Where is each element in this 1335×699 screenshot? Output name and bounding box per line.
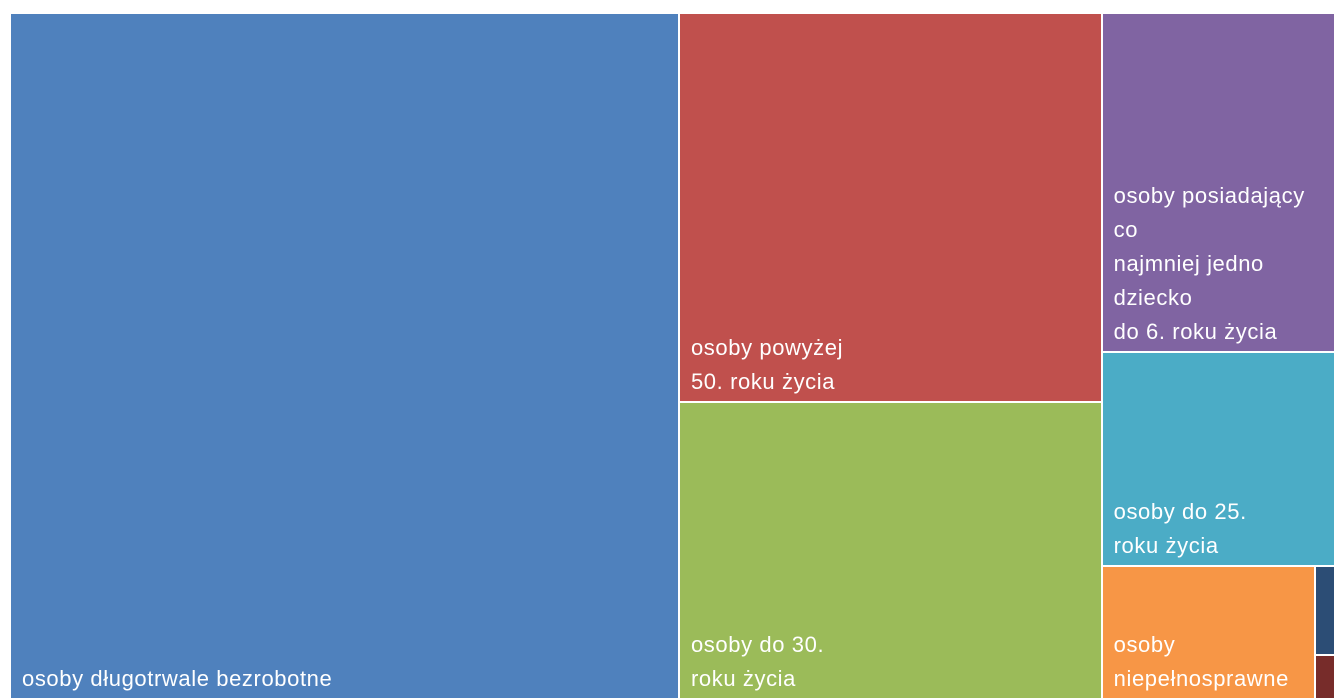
treemap-tile-label: osoby do 30. roku życia — [690, 631, 825, 691]
treemap-tile — [1314, 565, 1335, 655]
treemap-tile: osoby długotrwale bezrobotne — [10, 13, 679, 699]
treemap-tile-label: osoby do 25. roku życia — [1113, 498, 1247, 558]
treemap-tile: osoby do 25. roku życia — [1101, 352, 1335, 566]
treemap-tile-label: osoby powyżej 50. roku życia — [690, 335, 844, 395]
treemap-tile — [1314, 654, 1335, 699]
treemap-tile: osoby posiadający co najmniej jedno dzie… — [1101, 13, 1335, 353]
treemap-tile-label: osoby niepełnosprawne — [1113, 631, 1289, 691]
treemap-tile: osoby niepełnosprawne — [1101, 565, 1315, 699]
treemap-tile: osoby powyżej 50. roku życia — [678, 13, 1102, 403]
treemap-tile-label: osoby długotrwale bezrobotne — [22, 666, 333, 691]
treemap-tile: osoby do 30. roku życia — [678, 402, 1102, 699]
treemap-tile-label: osoby posiadający co najmniej jedno dzie… — [1113, 183, 1305, 345]
